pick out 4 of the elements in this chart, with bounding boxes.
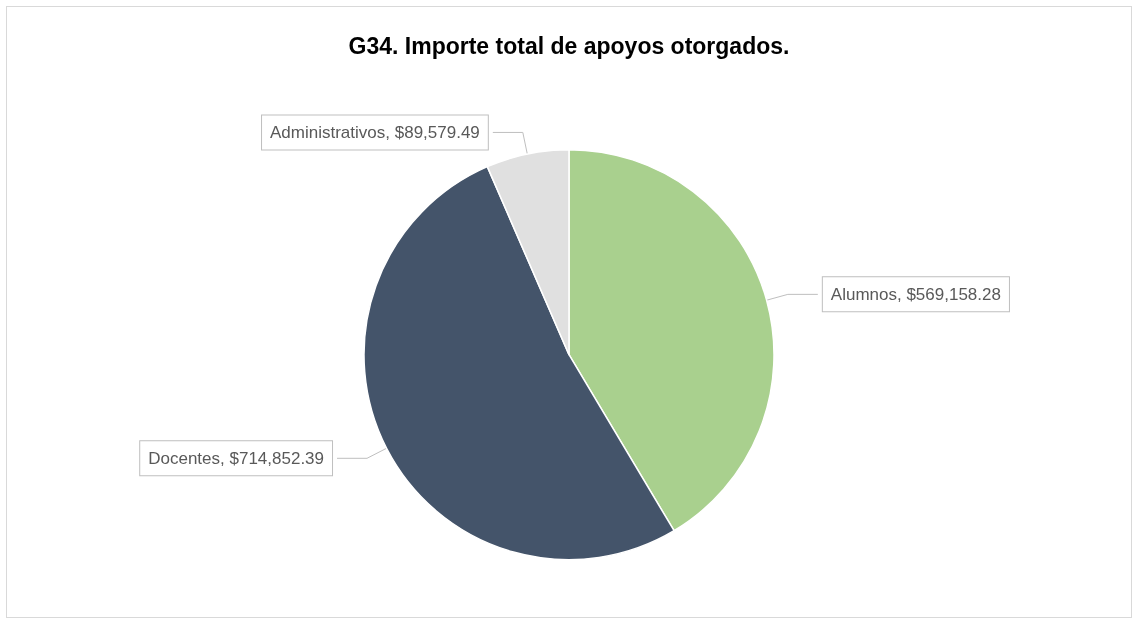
chart-title: G34. Importe total de apoyos otorgados. (348, 32, 790, 59)
slice-label: Administrativos, $89,579.49 (270, 122, 480, 142)
slice-label: Alumnos, $569,158.28 (830, 284, 1001, 304)
slice-label: Docentes, $714,852.39 (148, 448, 325, 468)
